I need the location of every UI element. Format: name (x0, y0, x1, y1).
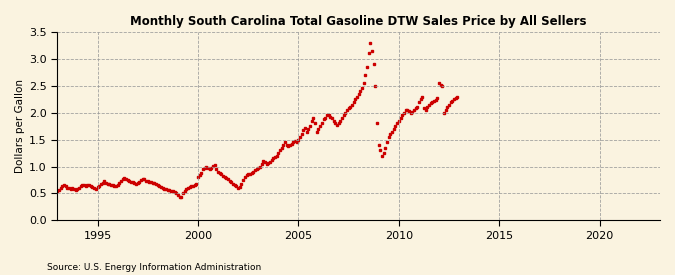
Title: Monthly South Carolina Total Gasoline DTW Sales Price by All Sellers: Monthly South Carolina Total Gasoline DT… (130, 15, 587, 28)
Text: Source: U.S. Energy Information Administration: Source: U.S. Energy Information Administ… (47, 263, 261, 272)
Y-axis label: Dollars per Gallon: Dollars per Gallon (15, 79, 25, 173)
